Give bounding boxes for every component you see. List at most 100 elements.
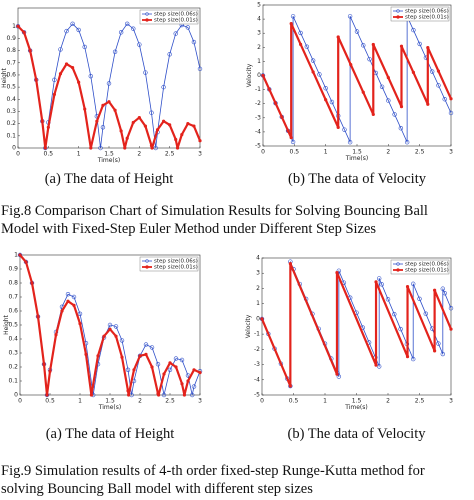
data-point xyxy=(126,389,130,393)
legend-marker xyxy=(145,12,149,16)
y-tick-label: 0 xyxy=(256,315,260,322)
panel-caption: (a) The data of Height xyxy=(45,171,174,187)
data-point xyxy=(433,349,437,353)
legend-box xyxy=(139,9,199,25)
data-point xyxy=(174,137,178,142)
x-tick-label: 0 xyxy=(16,151,20,158)
x-tick-label: 2 xyxy=(138,398,142,405)
x-tick-label: 2 xyxy=(137,151,141,158)
data-point xyxy=(113,108,117,112)
data-point xyxy=(426,45,430,50)
data-point xyxy=(198,371,202,375)
data-point xyxy=(379,282,384,287)
x-tick-label: 3 xyxy=(449,149,453,156)
data-point xyxy=(127,393,131,397)
y-tick-label: 0.4 xyxy=(8,336,18,343)
x-tick-label: 0 xyxy=(261,149,265,156)
data-point xyxy=(15,24,21,29)
data-point xyxy=(96,354,100,358)
legend-box xyxy=(390,259,450,275)
data-point xyxy=(40,119,44,123)
data-point xyxy=(448,306,454,311)
data-point xyxy=(290,14,296,19)
x-tick-label: 2.5 xyxy=(415,149,425,156)
data-point xyxy=(324,98,328,102)
y-tick-label: -1 xyxy=(254,331,260,338)
x-tick-label: 0.5 xyxy=(45,398,55,405)
data-point xyxy=(433,288,437,292)
data-point xyxy=(45,393,49,397)
data-point xyxy=(143,70,148,75)
data-point xyxy=(17,252,23,258)
data-point xyxy=(119,129,123,133)
x-tick-label: 1 xyxy=(78,398,82,405)
legend-marker xyxy=(145,265,149,269)
x-axis-label: Time(s) xyxy=(97,157,121,164)
data-point xyxy=(180,382,184,386)
data-point xyxy=(440,351,446,357)
y-tick-label: 2 xyxy=(257,44,261,51)
data-point xyxy=(77,80,81,84)
data-point xyxy=(386,98,391,103)
data-point xyxy=(155,128,160,132)
data-point xyxy=(150,365,154,369)
series-line xyxy=(260,262,453,388)
data-point xyxy=(161,84,166,90)
data-point xyxy=(405,355,410,359)
data-point xyxy=(379,84,385,89)
data-point xyxy=(191,39,197,45)
x-tick-label: 2.5 xyxy=(415,398,425,405)
data-point xyxy=(310,58,316,63)
data-point xyxy=(138,354,142,358)
data-point xyxy=(374,280,378,284)
data-point xyxy=(72,303,76,308)
data-point xyxy=(102,334,106,338)
data-point xyxy=(125,367,131,372)
data-point xyxy=(106,81,112,86)
data-point xyxy=(371,112,375,117)
x-tick-label: 1 xyxy=(323,398,327,405)
y-tick-label: 3 xyxy=(256,270,260,277)
y-tick-label: -5 xyxy=(254,392,260,399)
data-point xyxy=(64,62,69,66)
data-point xyxy=(34,78,38,82)
x-tick-label: 2 xyxy=(386,398,390,405)
y-axis-label: Velocity xyxy=(245,314,252,338)
data-point xyxy=(449,97,453,101)
data-point xyxy=(124,21,130,27)
y-tick-label: 0 xyxy=(14,392,18,399)
data-point xyxy=(108,327,112,331)
data-point xyxy=(347,139,353,145)
data-point xyxy=(186,122,190,126)
data-point xyxy=(323,85,328,91)
data-point xyxy=(83,107,87,111)
data-point xyxy=(131,120,135,125)
data-point xyxy=(385,297,391,302)
data-point xyxy=(167,52,172,57)
data-point xyxy=(260,317,264,321)
data-point xyxy=(347,14,353,19)
data-point xyxy=(267,87,271,91)
x-tick-label: 2.5 xyxy=(165,151,175,158)
data-point xyxy=(24,260,28,264)
y-tick-label: 0.1 xyxy=(6,132,16,139)
data-point xyxy=(100,125,106,130)
data-point xyxy=(70,66,75,70)
data-point xyxy=(392,112,397,117)
x-tick-label: 1 xyxy=(324,149,328,156)
data-point xyxy=(261,73,265,78)
data-point xyxy=(417,296,422,301)
data-point xyxy=(289,22,293,26)
y-tick-label: 0.9 xyxy=(8,266,18,273)
data-point xyxy=(289,136,293,140)
data-point xyxy=(440,286,446,291)
data-point xyxy=(71,294,77,300)
y-tick-label: 0.1 xyxy=(8,378,18,385)
legend-label: step size(0.06s) xyxy=(405,9,449,15)
x-axis-label: Time(s) xyxy=(344,404,368,411)
data-point xyxy=(280,115,284,119)
data-point xyxy=(149,345,155,350)
legend-label: step size(0.06s) xyxy=(405,262,449,268)
y-tick-label: -3 xyxy=(254,361,260,368)
panel-caption: (a) The data of Height xyxy=(46,426,175,442)
